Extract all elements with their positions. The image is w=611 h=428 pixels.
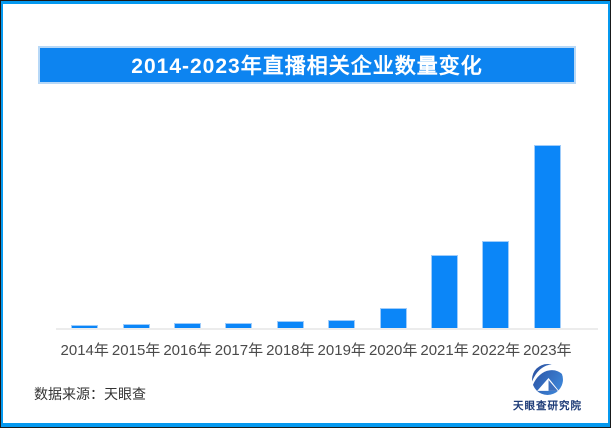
chart-title-banner: 2014-2023年直播相关企业数量变化: [38, 46, 576, 84]
tianyancha-logo-text: 天眼查研究院: [513, 400, 582, 412]
bar-2016年: [174, 323, 202, 328]
bar-chart-plot-area: [59, 141, 573, 328]
bar-column-2018年: [265, 141, 316, 328]
x-axis-label-2015年: 2015年: [111, 342, 161, 359]
tianyancha-eye-logo-icon: [530, 364, 563, 395]
bar-column-2022年: [470, 141, 521, 328]
bar-column-2021年: [419, 141, 470, 328]
tianyancha-logo-block: 天眼查研究院: [513, 363, 581, 413]
bar-2014年: [71, 325, 99, 328]
bar-2020年: [379, 308, 407, 328]
bar-column-2023年: [522, 141, 573, 328]
x-axis-label-2022年: 2022年: [471, 342, 521, 359]
chart-title: 2014-2023年直播相关企业数量变化: [131, 55, 483, 78]
x-axis-label-2023年: 2023年: [523, 342, 572, 359]
x-axis-label-2021年: 2021年: [420, 342, 469, 359]
x-axis-label-2019年: 2019年: [317, 342, 366, 359]
bar-column-2020年: [367, 141, 418, 328]
bar-column-2019年: [316, 141, 367, 328]
bar-2017年: [225, 322, 253, 328]
bar-column-2017年: [213, 141, 264, 328]
x-axis-line: [56, 328, 598, 330]
x-axis-label-2017年: 2017年: [214, 342, 264, 359]
bar-2018年: [276, 320, 304, 328]
bar-column-2014年: [59, 141, 110, 328]
x-axis-label-2020年: 2020年: [368, 342, 418, 359]
bar-column-2016年: [162, 141, 213, 328]
x-axis-label-2018年: 2018年: [266, 342, 315, 359]
bar-2019年: [328, 319, 356, 328]
bar-2022年: [482, 241, 510, 328]
x-axis-label-2014年: 2014年: [60, 342, 109, 359]
data-source-label: 数据来源：天眼查: [34, 386, 146, 402]
bar-2021年: [431, 255, 459, 328]
bar-2023年: [533, 145, 561, 328]
x-axis-labels-row: 2014年 2015年 2016年 2017年 2018年 2019年 2020年 2021年…: [59, 339, 573, 360]
x-axis-label-2016年: 2016年: [163, 342, 212, 359]
bar-2015年: [122, 323, 150, 328]
bar-column-2015年: [110, 141, 161, 328]
